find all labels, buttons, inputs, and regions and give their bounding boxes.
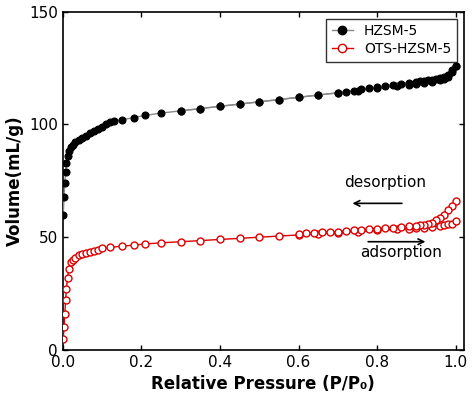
Legend: HZSM-5, OTS-HZSM-5: HZSM-5, OTS-HZSM-5	[326, 18, 456, 62]
X-axis label: Relative Pressure (P/P₀): Relative Pressure (P/P₀)	[151, 375, 375, 393]
Text: desorption: desorption	[344, 175, 426, 190]
Y-axis label: Volume(mL/g): Volume(mL/g)	[6, 115, 24, 246]
Text: adsorption: adsorption	[360, 245, 442, 260]
